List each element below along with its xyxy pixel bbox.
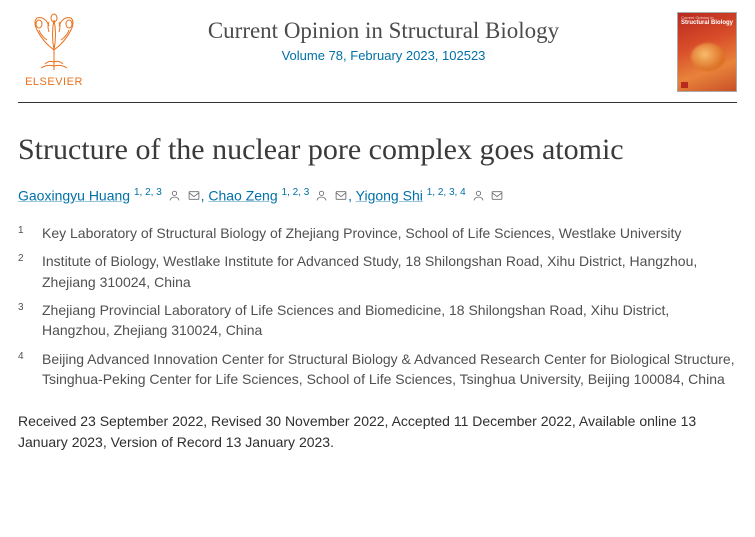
- cover-category: Current Opinion in: [681, 15, 733, 20]
- affiliation-row: 1 Key Laboratory of Structural Biology of…: [18, 223, 737, 243]
- author-link[interactable]: Yigong Shi: [356, 187, 423, 203]
- person-icon[interactable]: [315, 189, 328, 205]
- mail-icon[interactable]: [490, 189, 504, 205]
- publication-dates: Received 23 September 2022, Revised 30 N…: [18, 411, 737, 453]
- journal-info: Current Opinion in Structural Biology Vo…: [102, 12, 665, 63]
- person-icon[interactable]: [168, 189, 181, 205]
- author-aff-refs: 1, 2, 3, 4: [427, 187, 466, 198]
- affiliation-row: 3Zhejiang Provincial Laboratory of Life …: [18, 300, 737, 341]
- cover-journal-name: Structural Biology: [681, 20, 733, 27]
- affiliation-row: 2Institute of Biology, Westlake Institut…: [18, 251, 737, 292]
- affiliation-text: Zhejiang Provincial Laboratory of Life S…: [42, 300, 737, 341]
- affiliation-text: Institute of Biology, Westlake Institute…: [42, 251, 737, 292]
- author-aff-refs: 1, 2, 3: [134, 187, 162, 198]
- article-header: ELSEVIER Current Opinion in Structural B…: [18, 12, 737, 103]
- journal-title[interactable]: Current Opinion in Structural Biology: [102, 18, 665, 44]
- article-title: Structure of the nuclear pore complex go…: [18, 131, 737, 169]
- author-link[interactable]: Chao Zeng: [208, 187, 277, 203]
- author-list: Gaoxingyu Huang 1, 2, 3 , Chao Zeng 1, 2…: [18, 187, 737, 206]
- publisher-logo-block[interactable]: ELSEVIER: [18, 12, 90, 88]
- affiliation-number: 2: [18, 251, 32, 292]
- affiliation-number: 4: [18, 349, 32, 390]
- person-icon[interactable]: [472, 189, 485, 205]
- author-link[interactable]: Gaoxingyu Huang: [18, 187, 130, 203]
- affiliation-row: 4Beijing Advanced Innovation Center for …: [18, 349, 737, 390]
- affiliation-number: 1: [18, 223, 32, 243]
- affiliation-number: 3: [18, 300, 32, 341]
- mail-icon[interactable]: [187, 189, 201, 205]
- cover-tag: [681, 82, 688, 88]
- affiliation-text: Key Laboratory of Structural Biology of …: [42, 223, 737, 243]
- affiliation-text: Beijing Advanced Innovation Center for S…: [42, 349, 737, 390]
- cover-art: [691, 43, 725, 71]
- publisher-name: ELSEVIER: [25, 76, 83, 88]
- mail-icon[interactable]: [334, 189, 348, 205]
- journal-cover-thumbnail[interactable]: Current Opinion in Structural Biology: [677, 12, 737, 92]
- affiliation-list: 1 Key Laboratory of Structural Biology of…: [18, 223, 737, 389]
- elsevier-tree-icon: [19, 12, 89, 74]
- issue-info[interactable]: Volume 78, February 2023, 102523: [102, 48, 665, 63]
- author-aff-refs: 1, 2, 3: [282, 187, 310, 198]
